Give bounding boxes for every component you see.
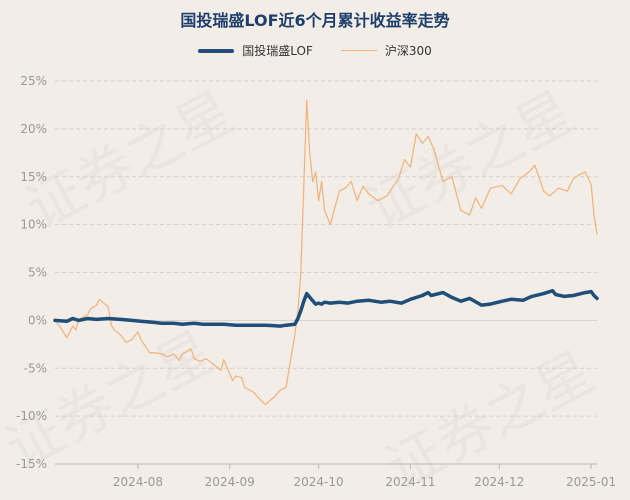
series-line-index	[54, 99, 598, 406]
x-tick-label: 2024-10	[294, 475, 344, 489]
x-tick-label: 2024-12	[474, 475, 524, 489]
watermark: 证券之星 证券之星 证券之星 证券之星	[0, 80, 604, 500]
y-tick-label: 15%	[20, 170, 47, 184]
y-tick-label: -5%	[24, 361, 47, 375]
legend-label-fund: 国投瑞盛LOF	[242, 44, 313, 58]
y-tick-label: 20%	[20, 122, 47, 136]
legend-item-fund[interactable]: 国投瑞盛LOF	[198, 42, 313, 59]
x-tick-label: 2024-11	[385, 475, 435, 489]
x-tick-label: 2024-09	[205, 475, 255, 489]
chart-title: 国投瑞盛LOF近6个月累计收益率走势	[180, 11, 450, 30]
y-tick-label: 0%	[28, 313, 47, 327]
y-tick-label: 5%	[28, 266, 47, 280]
legend-item-index[interactable]: 沪深300	[340, 42, 432, 59]
y-tick-label: 10%	[20, 218, 47, 232]
legend-label-index: 沪深300	[384, 44, 432, 58]
x-tick-label: 2025-01	[566, 475, 616, 489]
y-tick-label: -15%	[16, 457, 47, 471]
legend-swatch-fund	[198, 48, 235, 53]
y-axis: 25% 20% 15% 10% 5% 0% -5% -10% -15%	[16, 74, 47, 471]
legend: 国投瑞盛LOF 沪深300	[0, 42, 630, 59]
x-tick-label: 2024-08	[113, 475, 163, 489]
series-layer	[53, 99, 599, 406]
svg-text:证券之星: 证券之星	[356, 80, 584, 243]
series-line-fund	[53, 288, 599, 328]
legend-swatch-index	[340, 50, 377, 51]
svg-text:证券之星: 证券之星	[16, 80, 244, 243]
y-tick-label: -10%	[16, 409, 47, 423]
y-tick-label: 25%	[20, 74, 47, 88]
x-axis: 2024-08 2024-09 2024-10 2024-11 2024-12 2025-…	[55, 463, 616, 489]
